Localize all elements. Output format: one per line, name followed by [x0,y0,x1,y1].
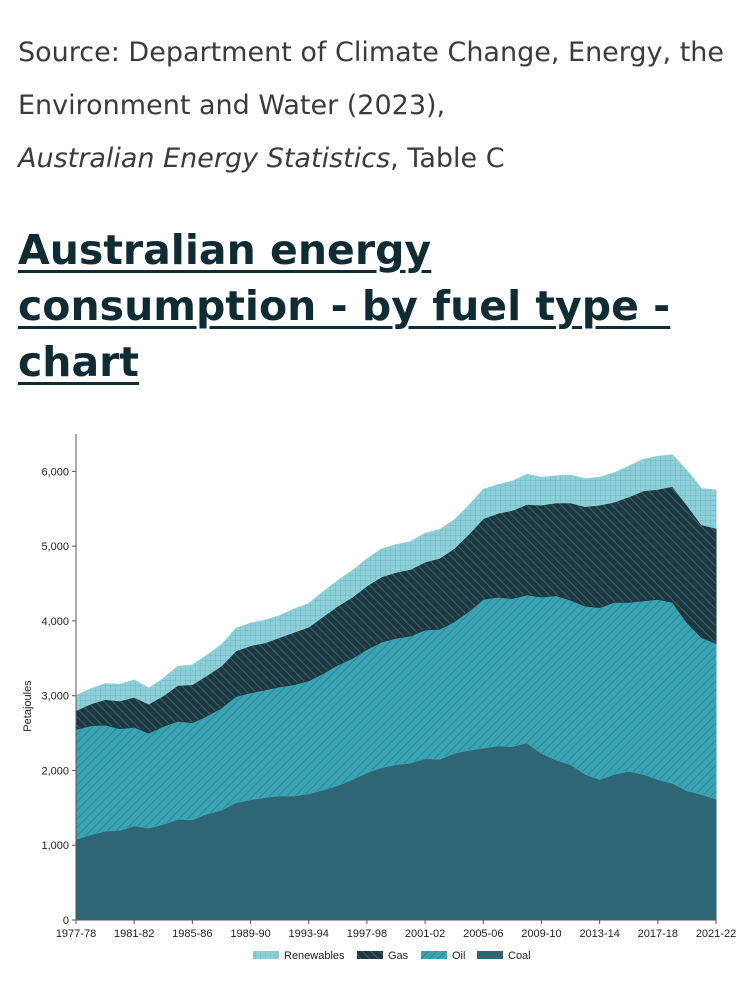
legend-swatch [477,951,503,959]
y-tick-label: 6,000 [41,466,69,478]
y-axis-title: Petajoules [22,680,34,732]
y-tick-label: 4,000 [41,616,69,628]
legend-label: Renewables [284,950,345,962]
chart-heading[interactable]: Australian energy consumption - by fuel … [18,222,738,390]
y-tick-label: 0 [63,915,69,927]
x-tick-label: 1985-86 [172,928,212,940]
x-tick-label: 2005-06 [463,928,503,940]
legend-item-oil[interactable]: Oil [421,950,465,962]
legend-label: Oil [452,950,465,962]
x-tick-label: 2001-02 [405,928,445,940]
y-tick-label: 3,000 [41,691,69,703]
legend-item-renewables[interactable]: Renewables [253,950,345,962]
x-tick-label: 2021-22 [696,928,736,940]
energy-consumption-chart: Petajoules 0 1,000 2,000 3,000 4,000 5,000 6,0… [22,434,736,962]
legend-item-gas[interactable]: Gas [357,950,409,962]
y-tick-label: 2,000 [41,765,69,777]
source-note: Source: Department of Climate Change, En… [18,26,738,185]
y-tick-label: 1,000 [41,840,69,852]
x-tick-label: 1981-82 [114,928,154,940]
source-publication: Australian Energy Statistics [18,143,391,174]
x-tick-label: 2013-14 [579,928,619,940]
legend-label: Coal [508,950,531,962]
legend-swatch [357,951,383,959]
x-tick-label: 1997-98 [347,928,387,940]
legend-swatch [253,951,279,959]
source-prefix: Source: Department of Climate Change, En… [18,37,725,121]
legend-swatch [421,951,447,959]
x-tick-label: 1977-78 [56,928,96,940]
x-tick-label: 1989-90 [230,928,270,940]
source-suffix: , Table C [390,143,505,174]
x-tick-label: 1993-94 [289,928,329,940]
area-renewables[interactable] [75,454,717,712]
x-tick-label: 2017-18 [638,928,678,940]
x-tick-label: 2009-10 [521,928,561,940]
legend-item-coal[interactable]: Coal [477,950,531,962]
chart-heading-link[interactable]: Australian energy consumption - by fuel … [18,226,671,386]
y-tick-label: 5,000 [41,541,69,553]
legend-label: Gas [388,950,409,962]
